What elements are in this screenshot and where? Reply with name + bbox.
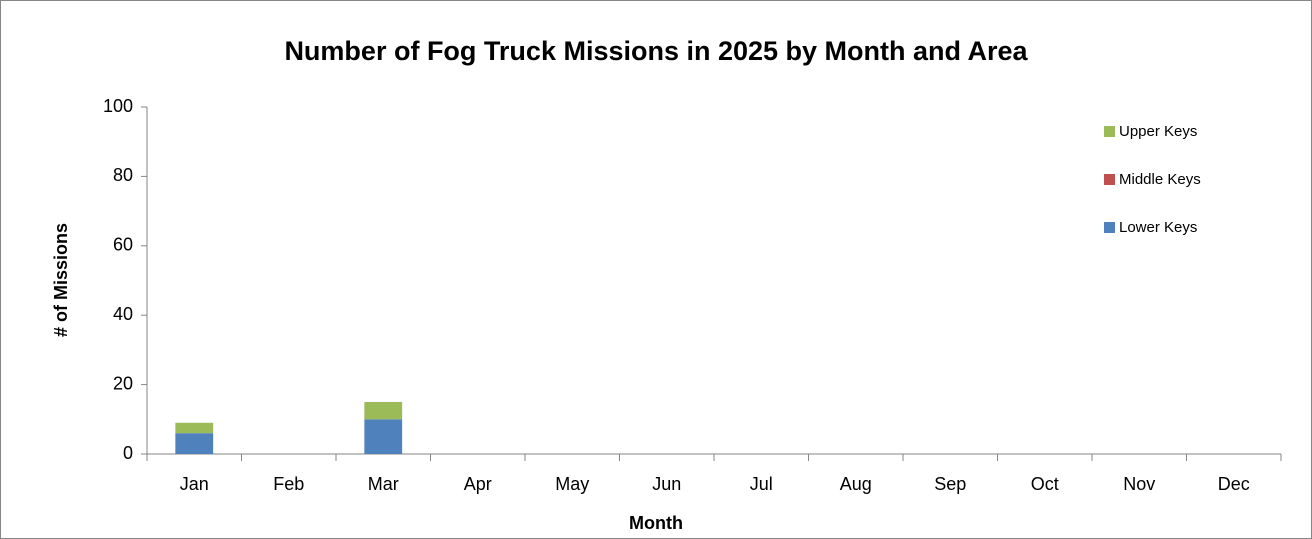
legend-swatch <box>1104 174 1115 185</box>
y-tick-label: 80 <box>113 165 133 185</box>
y-tick-label: 40 <box>113 304 133 324</box>
y-tick-label: 100 <box>103 96 133 116</box>
x-tick-label: Jan <box>180 474 209 494</box>
legend-swatch <box>1104 126 1115 137</box>
x-tick-label: May <box>555 474 589 494</box>
y-tick-label: 60 <box>113 235 133 255</box>
x-tick-label: Jun <box>652 474 681 494</box>
x-tick-label: Jul <box>750 474 773 494</box>
bar-segment <box>364 401 403 420</box>
x-tick-label: Oct <box>1031 474 1059 494</box>
x-axis-title: Month <box>629 513 683 533</box>
chart-title: Number of Fog Truck Missions in 2025 by … <box>284 36 1028 66</box>
legend-label: Upper Keys <box>1119 123 1197 140</box>
x-tick-label: Mar <box>368 474 399 494</box>
bar-segment <box>364 419 403 454</box>
x-tick-label: Dec <box>1218 474 1250 494</box>
x-tick-label: Apr <box>464 474 492 494</box>
x-tick-label: Nov <box>1123 474 1155 494</box>
legend-swatch <box>1104 222 1115 233</box>
bar-segment <box>175 433 214 454</box>
y-axis-title: # of Missions <box>51 223 71 337</box>
legend-label: Lower Keys <box>1119 219 1197 236</box>
x-tick-label: Feb <box>273 474 304 494</box>
y-tick-label: 0 <box>123 443 133 463</box>
x-tick-label: Aug <box>840 474 872 494</box>
legend-label: Middle Keys <box>1119 171 1201 188</box>
y-tick-label: 20 <box>113 373 133 393</box>
x-tick-label: Sep <box>934 474 966 494</box>
bar-segment <box>175 422 214 434</box>
